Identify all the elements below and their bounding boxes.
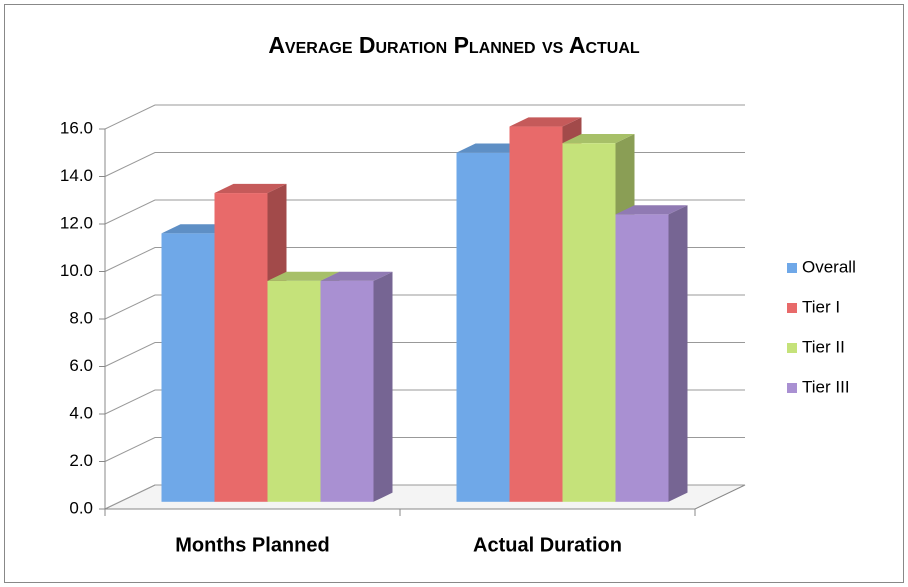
legend-label: Tier I [802,297,840,316]
bar [456,152,510,502]
legend-label: Tier III [802,377,850,396]
y-tick-label: 6.0 [69,356,93,375]
bar [320,280,374,502]
bar-top [320,271,393,281]
y-tick-label: 14.0 [60,166,93,185]
bar [161,233,215,502]
x-tick-label: Months Planned [175,534,329,556]
y-tick-label: 8.0 [69,308,93,327]
legend-swatch [787,263,797,273]
grid-line [104,104,745,130]
bar-top [615,205,688,215]
y-tick-label: 4.0 [69,403,93,422]
y-tick-label: 0.0 [69,498,93,517]
x-tick-label: Actual Duration [473,534,622,556]
y-tick-label: 10.0 [60,261,93,280]
bar [267,280,321,502]
bar [562,143,616,502]
legend-swatch [787,303,797,313]
y-tick-label: 16.0 [60,118,93,137]
bar-top [562,134,635,144]
chart-title: Average Duration Planned vs Actual [268,32,640,58]
bar-top [214,183,287,194]
bar-side [373,271,393,502]
bar-top [267,271,340,281]
y-tick-label: 2.0 [69,451,93,470]
legend-label: Overall [802,257,856,276]
bar [509,126,563,502]
y-tick-label: 12.0 [60,213,93,232]
bar [214,193,268,502]
bar [615,214,669,502]
legend-label: Tier II [802,337,845,356]
bar-top [509,117,582,127]
bar-side [668,205,688,502]
legend-swatch [787,343,797,353]
legend-swatch [787,383,797,393]
